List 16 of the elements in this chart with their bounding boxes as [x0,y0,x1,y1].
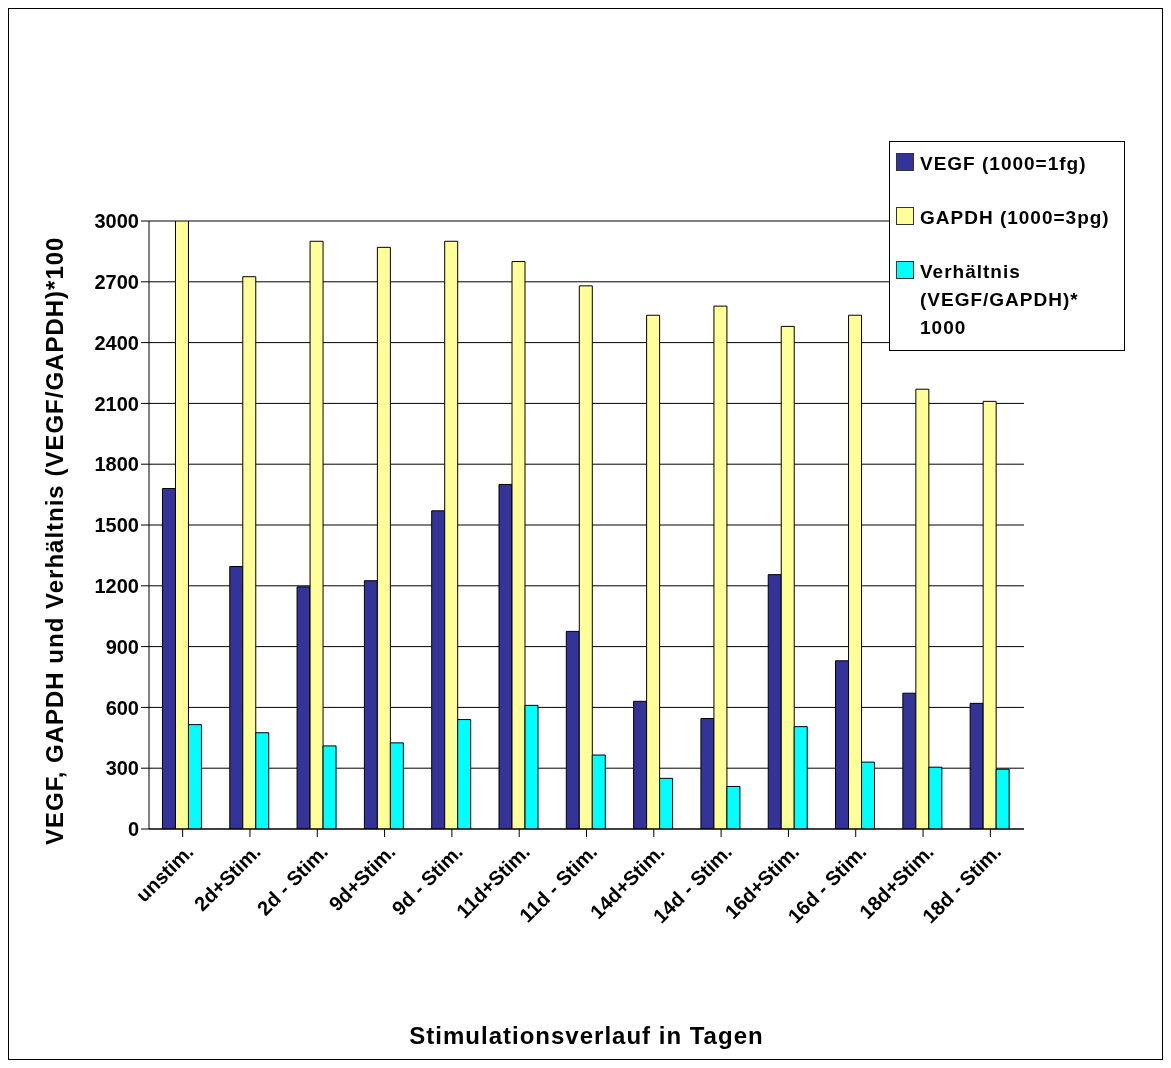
y-tick-label: 1200 [94,574,139,597]
y-tick-label: 900 [105,635,139,658]
y-tick-label: 1800 [94,453,139,476]
x-axis-title: Stimulationsverlauf in Tagen [409,1022,764,1049]
legend-label: GAPDH (1000=3pg) [920,206,1110,230]
y-axis-title: VEGF, GAPDH und Verhältnis (VEGF/GAPDH)*100 [40,236,68,845]
y-tick-label: 2400 [94,331,139,354]
y-tick-label: 2100 [94,392,139,415]
y-tick-label: 1500 [94,514,139,537]
y-tick-label: 2700 [94,270,139,293]
y-tick-label: 3000 [94,210,139,233]
y-tick-label: 0 [127,818,139,841]
y-tick-label: 600 [105,696,139,719]
legend-label: Verhältnis (VEGF/GAPDH)* 1000 [920,260,1080,340]
legend-label: VEGF (1000=1fg) [920,152,1087,176]
y-tick-label: 300 [105,757,139,780]
